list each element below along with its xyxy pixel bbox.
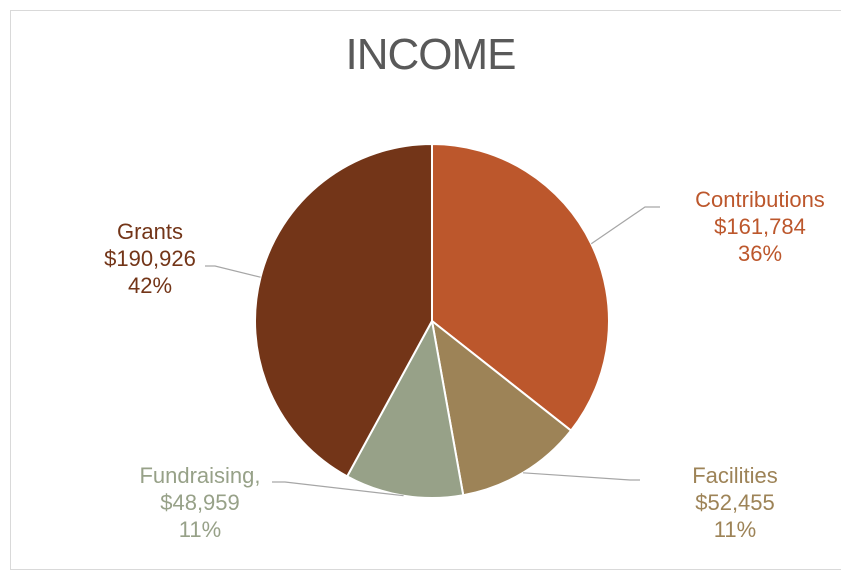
label-fundraising: Fundraising, $48,959 11% (110, 462, 290, 543)
label-contributions-percent: 36% (737, 241, 783, 266)
label-grants-name: Grants (116, 219, 184, 244)
label-facilities: Facilities $52,455 11% (645, 462, 825, 543)
leader-grants (205, 265, 261, 278)
pie-chart (205, 142, 660, 499)
label-fundraising-percent: 11% (178, 517, 222, 542)
label-contributions-amount: $161,784 (714, 214, 806, 239)
slice-grants (254, 142, 433, 478)
leader-fundraising (272, 481, 404, 497)
leader-facilities (523, 472, 640, 481)
label-grants: Grants $190,926 42% (70, 218, 230, 299)
label-contributions: Contributions $161,784 36% (660, 186, 841, 267)
leader-contributions (590, 206, 660, 245)
label-fundraising-name: Fundraising, (139, 463, 261, 488)
label-facilities-name: Facilities (692, 463, 778, 488)
slice-fundraising (345, 318, 465, 499)
label-grants-percent: 42% (127, 273, 173, 298)
label-facilities-amount: $52,455 (695, 490, 775, 515)
chart-title: INCOME (345, 30, 517, 79)
label-fundraising-amount: $48,959 (160, 490, 240, 515)
label-grants-amount: $190,926 (104, 246, 196, 271)
label-contributions-name: Contributions (695, 187, 825, 212)
label-facilities-percent: 11% (713, 517, 757, 542)
